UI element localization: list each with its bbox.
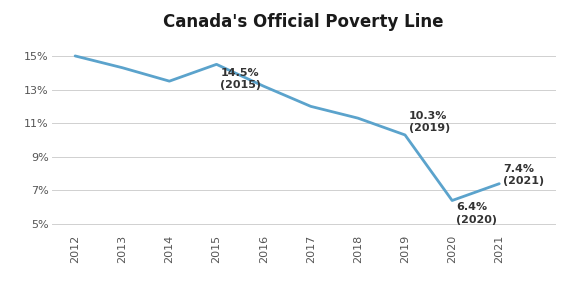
Title: Canada's Official Poverty Line: Canada's Official Poverty Line [163, 13, 444, 31]
Text: 14.5%
(2015): 14.5% (2015) [220, 68, 261, 90]
Text: 10.3%
(2019): 10.3% (2019) [409, 111, 450, 133]
Text: 6.4%
(2020): 6.4% (2020) [456, 202, 497, 225]
Text: 7.4%
(2021): 7.4% (2021) [503, 164, 544, 187]
